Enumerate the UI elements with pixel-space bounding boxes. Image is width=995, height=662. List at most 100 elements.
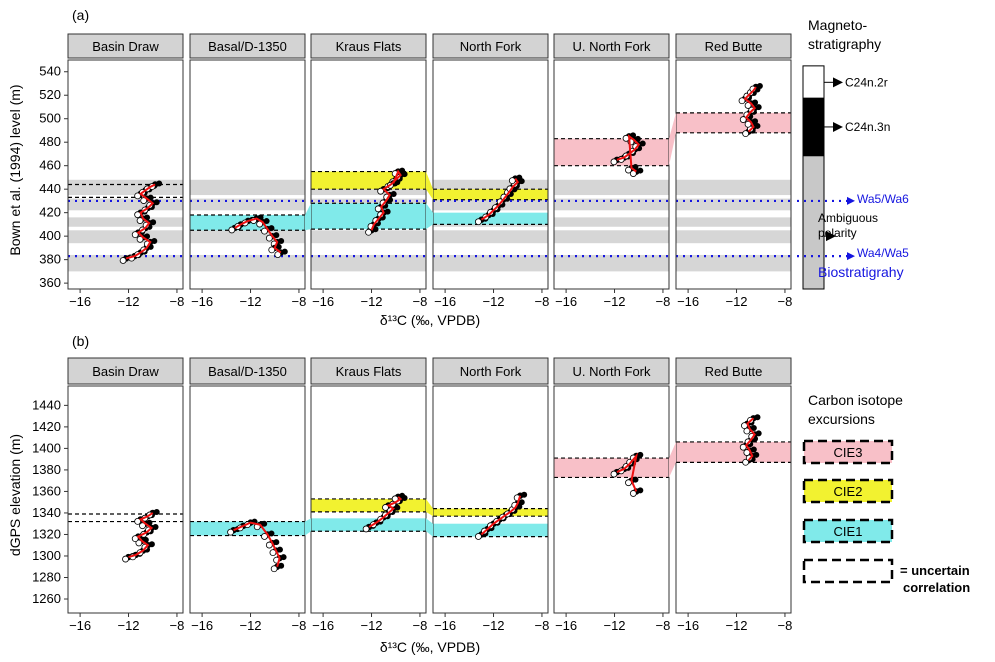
a-y-tick-label-0: 360 <box>39 275 61 290</box>
a-point-b-basin-draw-8 <box>150 219 157 226</box>
a-open-point-red-butte-3 <box>739 116 747 123</box>
a-gray-band-basin-draw-3 <box>68 198 183 211</box>
a-gray-band-basal-d-1350-0 <box>190 254 305 272</box>
a-x-tick-label-u-north-fork-1: −12 <box>603 294 625 309</box>
a-strip-north-fork <box>432 33 549 59</box>
b-x-tick-label-red-butte-2: −8 <box>778 618 793 633</box>
magneto-arrow-head-0 <box>833 77 843 88</box>
panel-b-label: (b) <box>72 333 89 349</box>
a-y-tick-label-3: 420 <box>39 205 61 220</box>
a-facet-u-north-fork: U. North Fork −16 −12 −8 <box>553 33 671 309</box>
a-x-tick-label-basal-d-1350-2: −8 <box>292 294 307 309</box>
magneto-title-line2: stratigraphy <box>808 36 881 52</box>
a-x-tick-label-kraus-flats-0: −16 <box>312 294 334 309</box>
b-strip-basal-d-1350 <box>189 357 306 385</box>
b-strip-basin-draw <box>67 357 184 385</box>
b-plot-bg-basin-draw <box>68 386 183 613</box>
b-x-tick-label-basin-draw-0: −16 <box>69 618 91 633</box>
b-x-tick-label-u-north-fork-2: −8 <box>656 618 671 633</box>
legend-swatch-cie2 <box>802 478 894 504</box>
a-connector-cie3-4 <box>669 112 676 166</box>
magneto-frame <box>802 65 825 290</box>
a-open-point-basin-draw-5 <box>136 235 144 243</box>
panel-a-x-axis-title: δ¹³C (‰, VPDB) <box>380 312 480 328</box>
panel-a-label: (a) <box>72 7 89 23</box>
b-point-b-red-butte-6 <box>750 425 757 432</box>
b-y-tick-label-0: 1260 <box>32 591 61 606</box>
a-point-b-basin-draw-4 <box>151 238 158 245</box>
b-open-point-red-butte-0 <box>742 458 750 466</box>
a-y-tick-label-1: 380 <box>39 252 61 267</box>
a-open-point-kraus-flats-7 <box>377 187 385 195</box>
b-plot-bg-north-fork <box>433 386 548 613</box>
b-strip-label-north-fork: North Fork <box>460 364 522 379</box>
a-open-point-basin-draw-9 <box>136 217 144 224</box>
b-point-b-red-butte-1 <box>753 451 760 458</box>
a-cie2-band-north-fork <box>433 189 548 200</box>
a-open-point-kraus-flats-0 <box>365 228 372 236</box>
b-cie3-band-u-north-fork <box>554 458 669 478</box>
legend-swatch-uncertain <box>802 558 894 584</box>
b-strip-kraus-flats <box>310 357 427 385</box>
a-gray-band-basal-d-1350-3 <box>190 198 305 211</box>
b-frame-basal-d-1350 <box>189 385 306 614</box>
biostrat-arrow-0 <box>847 196 855 205</box>
ambiguous-label-line1: Ambiguous <box>818 211 878 225</box>
a-gray-band-u-north-fork-1 <box>554 230 669 244</box>
a-x-tick-label-kraus-flats-1: −12 <box>360 294 382 309</box>
a-y-tick-label-5: 460 <box>39 158 61 173</box>
a-open-point-basin-draw-0 <box>119 257 127 264</box>
a-y-tick-label-4: 440 <box>39 181 61 196</box>
a-point-b-u-north-fork-6 <box>630 132 637 139</box>
a-open-point-basin-draw-13 <box>140 197 148 204</box>
a-x-tick-label-u-north-fork-2: −8 <box>656 294 671 309</box>
b-open-point-basin-draw-5 <box>131 535 139 543</box>
b-frame-u-north-fork <box>553 385 670 614</box>
a-gray-band-red-butte-3 <box>676 198 791 211</box>
a-point-b-u-north-fork-8 <box>637 167 644 174</box>
b-point-b-red-butte-8 <box>754 414 761 421</box>
a-point-b-basin-draw-13 <box>147 194 154 201</box>
b-x-tick-label-red-butte-1: −12 <box>725 618 747 633</box>
a-plot-bg-u-north-fork <box>554 60 669 289</box>
b-x-tick-label-red-butte-0: −16 <box>677 618 699 633</box>
a-strip-red-butte <box>675 33 792 59</box>
magneto-title-line1: Magneto- <box>808 17 867 33</box>
b-point-b-basal-d-1350-5 <box>273 539 280 546</box>
b-frame-red-butte <box>675 385 792 614</box>
a-gray-band-u-north-fork-2 <box>554 217 669 227</box>
a-gray-band-basin-draw-4 <box>68 179 183 196</box>
a-open-point-basal-d-1350-0 <box>228 226 236 234</box>
b-strip-u-north-fork <box>553 357 670 385</box>
a-point-b-basal-d-1350-5 <box>268 225 275 232</box>
b-open-point-north-fork-0 <box>475 533 482 540</box>
a-gray-band-red-butte-2 <box>676 217 791 227</box>
b-strip-red-butte <box>675 357 792 385</box>
a-open-point-red-butte-6 <box>744 102 752 109</box>
b-open-point-kraus-flats-0 <box>362 525 370 533</box>
b-strip-label-kraus-flats: Kraus Flats <box>336 364 402 379</box>
a-plot-bg-basin-draw <box>68 60 183 289</box>
b-point-b-north-fork-7 <box>518 499 525 506</box>
b-strip-label-basal-d-1350: Basal/D-1350 <box>208 364 287 379</box>
a-cie3-band-red-butte <box>676 112 791 133</box>
b-trend-line-red-butte <box>744 417 756 461</box>
b-open-point-red-butte-3 <box>739 443 747 451</box>
a-strip-basal-d-1350 <box>189 33 306 59</box>
legend-item-cie3: CIE3 <box>802 439 894 465</box>
a-open-point-basal-d-1350-9 <box>274 251 282 258</box>
b-y-tick-label-2: 1300 <box>32 548 61 563</box>
b-cie3-band-red-butte <box>676 441 791 463</box>
a-open-point-red-butte-0 <box>742 130 750 138</box>
a-frame-u-north-fork <box>553 59 670 290</box>
a-trend-line-u-north-fork <box>616 134 641 173</box>
b-cie2-band-kraus-flats <box>311 498 426 512</box>
b-point-b-red-butte-2 <box>750 446 757 453</box>
a-gray-band-red-butte-1 <box>676 230 791 244</box>
b-point-b-basin-draw-11 <box>153 508 160 515</box>
a-y-tick-label-2: 400 <box>39 228 61 243</box>
b-y-tick-label-4: 1340 <box>32 505 61 520</box>
a-point-b-red-butte-1 <box>754 122 761 129</box>
a-point-b-red-butte-10 <box>756 83 763 90</box>
a-facet-north-fork: North Fork −16 −12 −8 <box>432 33 549 309</box>
